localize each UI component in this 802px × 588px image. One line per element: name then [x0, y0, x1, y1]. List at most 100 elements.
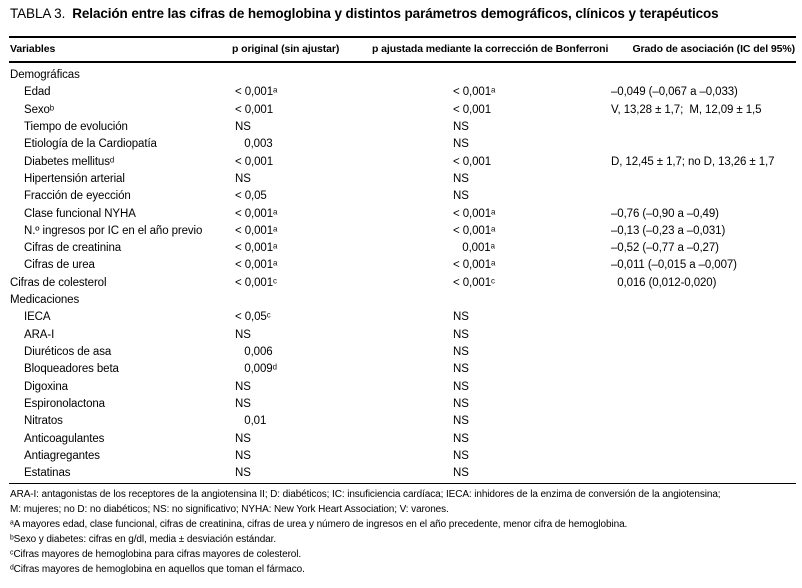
cell-p-adjusted: NS [453, 380, 469, 393]
cell-p-original: NS [235, 432, 251, 445]
footnote-line: ᵈCifras mayores de hemoglobina en aquell… [10, 564, 305, 575]
footnote-line: M: mujeres; no D: no diabéticos; NS: no … [10, 504, 449, 515]
cell-association [611, 171, 796, 188]
cell-variable: Cifras de colesterol [10, 276, 107, 289]
cell-p-adjusted: < 0,001ᵃ [453, 259, 496, 272]
cell-association: –0,011 (–0,015 a –0,007) [611, 259, 737, 272]
table-row: Antiagregantes NS NS [10, 448, 796, 465]
cell-p-original: < 0,001ᵃ [235, 259, 278, 272]
cell-variable: Diuréticos de asa [24, 346, 112, 358]
cell-variable: Espironolactona [24, 397, 105, 410]
cell-p-adjusted: NS [453, 120, 469, 133]
cell-association [611, 431, 796, 448]
cell-variable: Etiología de la Cardiopatía [24, 138, 157, 151]
cell-association [611, 67, 796, 84]
cell-variable: N.º ingresos por IC en el año previo [24, 224, 203, 237]
cell-p-adjusted: < 0,001 [453, 103, 491, 116]
table-row: Cifras de creatinina < 0,001ᵃ 0,001ᵃ –0,52… [10, 240, 796, 257]
cell-p-original: 0,009ᵈ [235, 363, 277, 376]
cell-p-adjusted: NS [453, 311, 469, 324]
cell-variable: Medicaciones [10, 294, 80, 307]
cell-p-original: NS [235, 120, 251, 133]
table-row: Clase funcional NYHA < 0,001ᵃ < 0,001ᵃ –0,7… [10, 206, 796, 223]
cell-p-adjusted [453, 292, 611, 309]
table-row: Cifras de colesterol < 0,001ᶜ < 0,001ᶜ 0,0… [10, 275, 796, 292]
cell-association: –0,52 (–0,77 a –0,27) [611, 242, 719, 255]
footnotes: ARA-I: antagonistas de los receptores de… [10, 487, 796, 577]
footnote-line: ᵃA mayores edad, clase funcional, cifras… [10, 519, 628, 530]
cell-p-adjusted: NS [453, 467, 469, 480]
cell-p-original: < 0,001ᵃ [235, 242, 278, 255]
cell-p-adjusted: NS [453, 449, 469, 462]
table-row: Tiempo de evolución NS NS [10, 119, 796, 136]
cell-variable: Edad [24, 86, 51, 99]
table-row: IECA < 0,05ᶜ NS [10, 309, 796, 326]
table-row: Hipertensión arterial NS NS [10, 171, 796, 188]
cell-variable: Digoxina [24, 380, 68, 393]
cell-association [611, 136, 796, 153]
cell-association: V, 13,28 ± 1,7; M, 12,09 ± 1,5 [611, 103, 762, 116]
cell-p-original: NS [235, 397, 251, 410]
cell-association [611, 188, 796, 205]
cell-p-original: NS [235, 172, 251, 185]
table-row: Anticoagulantes NS NS [10, 431, 796, 448]
cell-p-original: < 0,001ᶜ [235, 276, 277, 289]
cell-association [611, 379, 796, 396]
table-caption: Relación entre las cifras de hemoglobina… [72, 6, 719, 21]
footnote-line: ᵇSexo y diabetes: cifras en g/dl, media … [10, 534, 276, 545]
table-row: Diabetes mellitusᵈ < 0,001 < 0,001 D, 12,45… [10, 154, 796, 171]
footnote-line: ᶜCifras mayores de hemoglobina para cifr… [10, 549, 302, 560]
cell-p-original: NS [235, 449, 251, 462]
cell-p-adjusted: < 0,001 [453, 155, 491, 168]
cell-association: 0,016 (0,012-0,020) [611, 276, 717, 289]
cell-variable: Clase funcional NYHA [24, 207, 136, 220]
cell-p-adjusted: NS [453, 415, 469, 428]
col-header-association: Grado de asociación (IC del 95%) [632, 43, 795, 55]
col-header-p-original: p original (sin ajustar) [232, 43, 340, 55]
table-row: N.º ingresos por IC en el año previo < 0,… [10, 223, 796, 240]
cell-p-original: < 0,001ᵃ [235, 207, 278, 220]
table-number: TABLA 3. [10, 6, 66, 21]
table-body: Demográficas Edad < 0,001ᵃ < 0,001ᵃ –0,049 (… [10, 67, 796, 483]
cell-p-original [235, 292, 453, 309]
cell-p-adjusted: NS [453, 138, 469, 151]
cell-p-original: < 0,001 [235, 103, 273, 116]
cell-p-original: < 0,05ᶜ [235, 311, 271, 324]
cell-p-adjusted: NS [453, 172, 469, 185]
cell-association [611, 361, 796, 378]
cell-variable: Hipertensión arterial [24, 172, 125, 185]
cell-p-adjusted: < 0,001ᵃ [453, 207, 496, 220]
cell-variable: Demográficas [10, 69, 80, 81]
cell-p-original: < 0,001ᵃ [235, 86, 278, 99]
table-row: Fracción de eyección < 0,05 NS [10, 188, 796, 205]
table-row: Etiología de la Cardiopatía 0,003 NS [10, 136, 796, 153]
cell-association [611, 309, 796, 326]
rule-below-header [9, 61, 796, 63]
cell-p-original: NS [235, 328, 251, 341]
table-title: TABLA 3. Relación entre las cifras de hem… [10, 6, 719, 21]
table-row: Digoxina NS NS [10, 379, 796, 396]
col-header-p-adjusted: p ajustada mediante la corrección de Bon… [372, 43, 609, 55]
cell-p-original: 0,006 [235, 346, 273, 358]
cell-p-adjusted: < 0,001ᶜ [453, 276, 495, 289]
cell-p-adjusted: < 0,001ᵃ [453, 86, 496, 99]
cell-variable: Fracción de eyección [24, 190, 131, 203]
rule-above-footnotes [9, 483, 796, 484]
rule-top [9, 36, 796, 38]
table-row: Cifras de urea < 0,001ᵃ < 0,001ᵃ –0,011 (–0… [10, 257, 796, 274]
table-row: Nitratos 0,01 NS [10, 413, 796, 430]
cell-variable: Bloqueadores beta [24, 363, 119, 376]
cell-p-original: < 0,001 [235, 155, 273, 168]
cell-variable: ARA-I [24, 328, 55, 341]
cell-variable: Anticoagulantes [24, 432, 105, 445]
cell-p-adjusted: NS [453, 346, 469, 358]
cell-p-adjusted: NS [453, 432, 469, 445]
cell-association [611, 344, 796, 361]
cell-p-adjusted: 0,001ᵃ [453, 242, 495, 255]
table-row: ARA-I NS NS [10, 327, 796, 344]
cell-variable: Diabetes mellitusᵈ [24, 155, 115, 168]
table-row: Bloqueadores beta 0,009ᵈ NS [10, 361, 796, 378]
table-row: Sexoᵇ < 0,001 < 0,001 V, 13,28 ± 1,7; M, 12… [10, 102, 796, 119]
table-row: Edad < 0,001ᵃ < 0,001ᵃ –0,049 (–0,067 a –0,… [10, 84, 796, 101]
